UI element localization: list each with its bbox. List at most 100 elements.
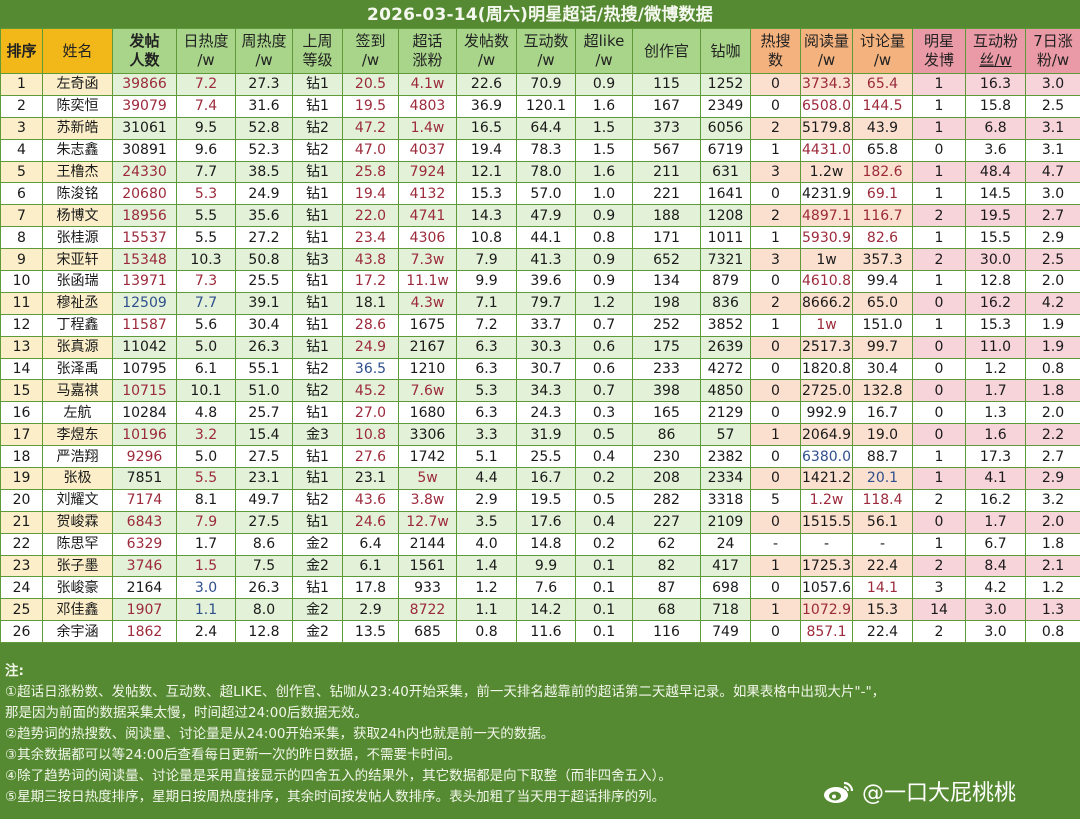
- cell-super-like: 0.8: [575, 226, 633, 250]
- col-header-interactive-fans[interactable]: 互动粉 丝/w: [965, 28, 1026, 74]
- table-row[interactable]: 8 张桂源 15537 5.5 27.2 钻1 23.4 4306 10.8 44.1 0.8 171…: [0, 226, 1080, 250]
- cell-rank: 9: [0, 248, 43, 272]
- table-row[interactable]: 17 李煜东 10196 3.2 15.4 金3 10.8 3306 3.3 31.9 0.5 86 5…: [0, 423, 1080, 447]
- cell-creator: 175: [632, 335, 701, 359]
- table-row[interactable]: 24 张峻豪 2164 3.0 26.3 钻1 17.8 933 1.2 7.6 0.1 87 698 0…: [0, 576, 1080, 600]
- col-header-name[interactable]: 姓名: [42, 28, 113, 74]
- cell-posters: 15348: [112, 248, 177, 272]
- col-header-hot-search[interactable]: 热搜数: [750, 28, 801, 74]
- col-header-reads[interactable]: 阅读量/w: [800, 28, 853, 74]
- cell-rank: 20: [0, 488, 43, 512]
- cell-posts: 1.1: [456, 598, 517, 622]
- cell-fans7: 2.9: [1025, 226, 1080, 250]
- cell-posts: 15.3: [456, 182, 517, 206]
- col-header-level[interactable]: 上周 等级: [292, 28, 343, 74]
- cell-daily-heat: 2.4: [176, 620, 236, 644]
- table-row[interactable]: 22 陈思罕 6329 1.7 8.6 金2 6.4 2144 4.0 14.8 0.2 62 24- -…: [0, 532, 1080, 556]
- table-row[interactable]: 14 张泽禹 10795 6.1 55.1 钻2 36.5 1210 6.3 30.7 0.6 233…: [0, 357, 1080, 381]
- cell-daily-heat: 7.4: [176, 94, 236, 118]
- col-header-weekly-heat[interactable]: 周热度/w: [235, 28, 293, 74]
- cell-super-like: 0.6: [575, 357, 633, 381]
- cell-super-like: 0.3: [575, 401, 633, 425]
- table-row[interactable]: 5 王橹杰 24330 7.7 38.5 钻1 25.8 7924 12.1 78.0 1.6 211…: [0, 160, 1080, 184]
- cell-rank: 23: [0, 554, 43, 578]
- cell-reads: 2064.9: [800, 423, 853, 447]
- cell-level: 钻2: [292, 488, 343, 512]
- cell-fans-gain: 1675: [398, 313, 457, 337]
- table-row[interactable]: 9 宋亚轩 15348 10.3 50.8 钻3 43.8 7.3w 7.9 41.3 0.9 652…: [0, 248, 1080, 272]
- cell-star-posts: 0: [912, 335, 966, 359]
- cell-creator: 116: [632, 620, 701, 644]
- cell-discussions: 99.4: [852, 270, 913, 293]
- table-row[interactable]: 13 张真源 11042 5.0 26.3 钻1 24.9 2167 6.3 30.3 0.6 175…: [0, 335, 1080, 359]
- cell-super-like: 1.2: [575, 291, 633, 315]
- cell-interactions: 44.1: [516, 226, 576, 250]
- col-header-daily-heat[interactable]: 日热度/w: [176, 28, 236, 74]
- cell-posts: 3.3: [456, 423, 517, 447]
- cell-star-posts: 2: [912, 620, 966, 644]
- cell-interactions: 30.3: [516, 335, 576, 359]
- cell-diamond: 2349: [700, 94, 751, 118]
- col-header-fans-gain[interactable]: 超话 涨粉: [398, 28, 457, 74]
- col-header-superlike[interactable]: 超like/w: [575, 28, 633, 74]
- cell-fans7: 2.2: [1025, 423, 1080, 447]
- cell-super-like: 0.7: [575, 313, 633, 337]
- col-header-checkin[interactable]: 签到/w: [342, 28, 399, 74]
- cell-discussions: 16.7: [852, 401, 913, 425]
- cell-fans-gain: 4741: [398, 204, 457, 228]
- cell-reads: 1725.3: [800, 554, 853, 578]
- cell-name: 贺峻霖: [42, 510, 113, 534]
- col-header-posts[interactable]: 发帖数/w: [456, 28, 517, 74]
- table-row[interactable]: 23 张子墨 3746 1.5 7.5 金2 6.1 1561 1.4 9.9 0.1 82 417 1 1…: [0, 554, 1080, 578]
- table-row[interactable]: 1 左奇函 39866 7.2 27.3 钻1 20.5 4.1w 22.6 70.9 0.9 115…: [0, 73, 1080, 96]
- table-row[interactable]: 12 丁程鑫 11587 5.6 30.4 钻1 28.6 1675 7.2 33.7 0.7 252…: [0, 313, 1080, 337]
- col-header-star-posts[interactable]: 明星 发博: [912, 28, 966, 74]
- table-row[interactable]: 16 左航 10284 4.8 25.7 钻1 27.0 1680 6.3 24.3 0.3 165 2…: [0, 401, 1080, 425]
- table-row[interactable]: 20 刘耀文 7174 8.1 49.7 钻2 43.6 3.8w 2.9 19.5 0.5 282 3…: [0, 488, 1080, 512]
- table-row[interactable]: 21 贺峻霖 6843 7.9 27.5 钻1 24.6 12.7w 3.5 17.6 0.4 227…: [0, 510, 1080, 534]
- table-row[interactable]: 19 张极 7851 5.5 23.1 钻1 23.1 5w 4.4 16.7 0.2 208 2334…: [0, 467, 1080, 490]
- table-row[interactable]: 7 杨博文 18956 5.5 35.6 钻1 22.0 4741 14.3 47.9 0.9 188…: [0, 204, 1080, 228]
- cell-diamond: 749: [700, 620, 751, 644]
- cell-fans-gain: 2167: [398, 335, 457, 359]
- col-header-diamond[interactable]: 钻咖: [700, 28, 751, 74]
- col-header-interactions[interactable]: 互动数/w: [516, 28, 576, 74]
- cell-hot-search: 3: [750, 248, 801, 272]
- cell-fans7: 4.2: [1025, 291, 1080, 315]
- cell-star-posts: 2: [912, 554, 966, 578]
- col-header-rank[interactable]: 排序: [0, 28, 43, 74]
- cell-name: 余宇涵: [42, 620, 113, 644]
- cell-fans-gain: 4803: [398, 94, 457, 118]
- table-row[interactable]: 6 陈浚铭 20680 5.3 24.9 钻1 19.4 4132 15.3 57.0 1.0 221…: [0, 182, 1080, 206]
- col-header-discussions[interactable]: 讨论量/w: [852, 28, 913, 74]
- col-header-posters[interactable]: 发帖 人数: [112, 28, 177, 74]
- cell-name: 左航: [42, 401, 113, 425]
- table-row[interactable]: 11 穆祉丞 12509 7.7 39.1 钻1 18.1 4.3w 7.1 79.7 1.2 198…: [0, 291, 1080, 315]
- col-header-creator[interactable]: 创作官: [632, 28, 701, 74]
- cell-checkin: 28.6: [342, 313, 399, 337]
- table-row[interactable]: 18 严浩翔 9296 5.0 27.5 钻1 27.6 1742 5.1 25.5 0.4 230 2…: [0, 445, 1080, 469]
- table-row[interactable]: 25 邓佳鑫 1907 1.1 8.0 金2 2.9 8722 1.1 14.2 0.1 68 718 1…: [0, 598, 1080, 622]
- table-row[interactable]: 10 张函瑞 13971 7.3 25.5 钻1 17.2 11.1w 9.9 39.6 0.9 13…: [0, 270, 1080, 293]
- notes-heading: 注:: [5, 663, 24, 679]
- cell-name: 张函瑞: [42, 270, 113, 293]
- cell-creator: 398: [632, 379, 701, 403]
- cell-creator: 227: [632, 510, 701, 534]
- cell-star-posts: 2: [912, 488, 966, 512]
- col-header-fans-7d[interactable]: 7日涨 粉/w: [1025, 28, 1080, 74]
- table-row[interactable]: 26 余宇涵 1862 2.4 12.8 金2 13.5 685 0.8 11.6 0.1 116 74…: [0, 620, 1080, 644]
- cell-discussions: 132.8: [852, 379, 913, 403]
- cell-discussions: 22.4: [852, 620, 913, 644]
- cell-rank: 15: [0, 379, 43, 403]
- cell-discussions: 182.6: [852, 160, 913, 184]
- cell-reads: 4897.1: [800, 204, 853, 228]
- cell-checkin: 6.4: [342, 532, 399, 556]
- table-row[interactable]: 4 朱志鑫 30891 9.6 52.3 钻2 47.0 4037 19.4 78.3 1.5 567…: [0, 138, 1080, 162]
- cell-super-like: 1.6: [575, 94, 633, 118]
- table-row[interactable]: 2 陈奕恒 39079 7.4 31.6 钻1 19.5 4803 36.9 120.1 1.6 16…: [0, 94, 1080, 118]
- table-row[interactable]: 15 马嘉祺 10715 10.1 51.0 钻2 45.2 7.6w 5.3 34.3 0.7 39…: [0, 379, 1080, 403]
- cell-hot-search: 1: [750, 598, 801, 622]
- table-row[interactable]: 3 苏新皓 31061 9.5 52.8 钻2 47.2 1.4w 16.5 64.4 1.5 373…: [0, 116, 1080, 140]
- cell-fans7: 1.8: [1025, 379, 1080, 403]
- cell-reads: 5179.8: [800, 116, 853, 140]
